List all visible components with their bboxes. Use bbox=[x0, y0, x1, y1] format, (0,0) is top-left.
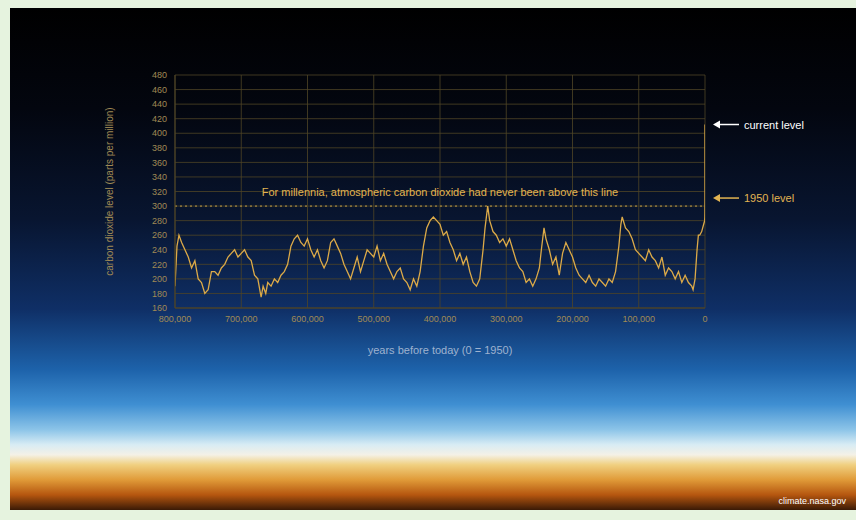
svg-text:200: 200 bbox=[152, 274, 167, 284]
svg-text:160: 160 bbox=[152, 303, 167, 313]
svg-text:200,000: 200,000 bbox=[556, 314, 589, 324]
svg-text:1950 level: 1950 level bbox=[744, 192, 794, 204]
svg-text:420: 420 bbox=[152, 114, 167, 124]
svg-text:300,000: 300,000 bbox=[490, 314, 523, 324]
svg-text:400: 400 bbox=[152, 128, 167, 138]
svg-text:280: 280 bbox=[152, 216, 167, 226]
svg-text:260: 260 bbox=[152, 230, 167, 240]
svg-text:500,000: 500,000 bbox=[357, 314, 390, 324]
svg-text:400,000: 400,000 bbox=[424, 314, 457, 324]
svg-text:440: 440 bbox=[152, 99, 167, 109]
svg-text:600,000: 600,000 bbox=[291, 314, 324, 324]
svg-text:For millennia, atmospheric car: For millennia, atmospheric carbon dioxid… bbox=[262, 186, 619, 198]
svg-text:100,000: 100,000 bbox=[622, 314, 655, 324]
svg-text:180: 180 bbox=[152, 289, 167, 299]
svg-text:340: 340 bbox=[152, 172, 167, 182]
svg-text:700,000: 700,000 bbox=[225, 314, 258, 324]
svg-text:current level: current level bbox=[744, 119, 804, 131]
svg-text:220: 220 bbox=[152, 260, 167, 270]
svg-text:years before today (0 = 1950): years before today (0 = 1950) bbox=[368, 344, 513, 356]
svg-text:320: 320 bbox=[152, 187, 167, 197]
svg-text:480: 480 bbox=[152, 70, 167, 80]
html-text:climate.nasa.gov: climate.nasa.gov bbox=[778, 496, 846, 506]
svg-text:0: 0 bbox=[702, 314, 707, 324]
svg-text:460: 460 bbox=[152, 85, 167, 95]
svg-text:800,000: 800,000 bbox=[159, 314, 192, 324]
svg-text:380: 380 bbox=[152, 143, 167, 153]
svg-text:carbon dioxide level (parts pe: carbon dioxide level (parts per million) bbox=[104, 107, 115, 275]
svg-text:300: 300 bbox=[152, 201, 167, 211]
svg-text:240: 240 bbox=[152, 245, 167, 255]
svg-text:360: 360 bbox=[152, 158, 167, 168]
